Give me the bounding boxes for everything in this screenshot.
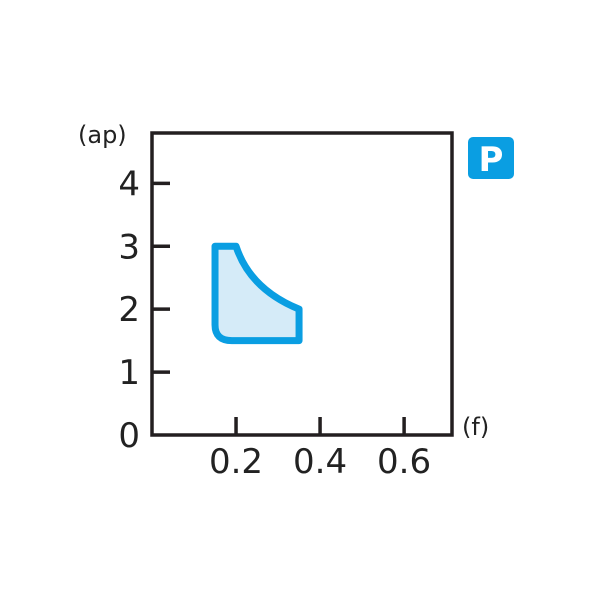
x-tick-label: 0.6 [377, 442, 431, 482]
plot-frame [150, 131, 454, 437]
y-axis-label: (ap) [78, 121, 127, 149]
y-tick-label: 2 [118, 290, 140, 330]
svg-text:P: P [479, 140, 504, 180]
x-tick-label: 0.4 [293, 442, 347, 482]
application-range-region [211, 242, 303, 345]
y-tick-label: 1 [118, 353, 140, 393]
x-tick-label: 0.2 [209, 442, 263, 482]
x-axis-label: (f) [462, 413, 489, 441]
badge-p: P [468, 137, 514, 180]
y-tick-label: 3 [118, 227, 140, 267]
y-tick-label: 4 [118, 164, 140, 204]
y-tick-label: 0 [118, 416, 140, 456]
